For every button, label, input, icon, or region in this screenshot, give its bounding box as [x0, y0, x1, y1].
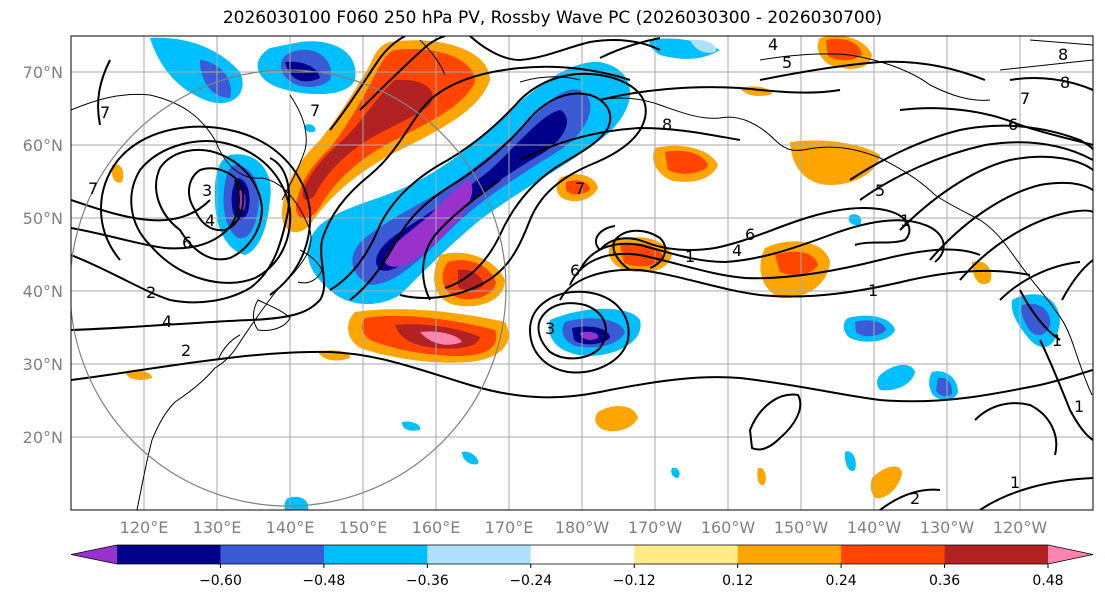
lon-label: 130°E: [193, 518, 242, 537]
colorbar-tick-label: 0.12: [722, 573, 753, 589]
colorbar-tick-label: −0.24: [509, 573, 552, 589]
plot-frame: [70, 35, 1094, 511]
lon-label: 150°E: [339, 518, 388, 537]
coastlines: [71, 39, 1093, 510]
contour-label: 4: [768, 35, 778, 54]
lon-label: 170°W: [628, 518, 683, 537]
lon-label: 120°E: [120, 518, 169, 537]
colorbar-tick-label: −0.36: [406, 573, 449, 589]
negative-pv-anomalies: [150, 37, 1060, 510]
contour-label: 2: [146, 283, 156, 302]
longitude-labels: 120°E 130°E 140°E 150°E 160°E 170°E 180°…: [120, 518, 1048, 537]
contour-label: 6: [745, 225, 755, 244]
lon-label: 180°W: [555, 518, 610, 537]
colorbar-segment: [944, 545, 1049, 564]
colorbar-segment: [427, 545, 532, 564]
colorbar-segment: [323, 545, 428, 564]
lon-label: 140°W: [847, 518, 902, 537]
contour-label: 7: [88, 179, 98, 198]
lon-label: 160°E: [412, 518, 461, 537]
rossby-wave-circle: [71, 69, 507, 507]
contour-label: 6: [182, 233, 192, 252]
colorbar-tick-label: 0.48: [1032, 573, 1063, 589]
lat-label: 20°N: [23, 428, 63, 447]
contour-label: 3: [545, 319, 555, 338]
lat-label: 70°N: [23, 63, 63, 82]
contour-label: 1: [685, 247, 695, 266]
contour-label: 1: [900, 211, 910, 230]
colorbar-segment: [634, 545, 739, 564]
colorbar-outline: [70, 544, 1094, 565]
contour-label: 4: [205, 211, 215, 230]
contour-label: 7: [575, 179, 585, 198]
contour-label: 7: [100, 103, 110, 122]
colorbar-tick-label: 0.24: [826, 573, 857, 589]
lon-label: 140°E: [266, 518, 315, 537]
colorbar-segment: [220, 545, 325, 564]
colorbar-tick-label: 0.36: [929, 573, 960, 589]
lat-label: 50°N: [23, 209, 63, 228]
contour-label-group: 7 7 7 7 3 4 6 2 4 2 5 6 8 8 8 7 6 4 3 1 …: [88, 35, 1084, 508]
colorbar-extend-low: [71, 545, 117, 564]
contour-label: 4: [732, 241, 742, 260]
contour-label: 4: [162, 312, 172, 331]
contour-label: 5: [875, 181, 885, 200]
contour-label: 5: [782, 53, 792, 72]
lon-label: 120°W: [993, 518, 1048, 537]
colorbar-segment: [737, 545, 842, 564]
graticule: [71, 36, 1093, 510]
colorbar: −0.60 −0.48 −0.36 −0.24 −0.12 0.12 0.24 0.36 0.4…: [70, 544, 1094, 589]
lat-label: 40°N: [23, 282, 63, 301]
contour-label: 7: [310, 101, 320, 120]
contour-label: 3: [202, 181, 212, 200]
contour-label: 1: [1010, 473, 1020, 492]
lon-label: 150°W: [774, 518, 829, 537]
contour-label: 1: [1052, 331, 1062, 350]
colorbar-tick-label: −0.60: [199, 573, 242, 589]
contour-label: 2: [181, 341, 191, 360]
colorbar-segment: [841, 545, 946, 564]
positive-pv-anomalies: [111, 36, 992, 499]
lat-label: 30°N: [23, 355, 63, 374]
colorbar-extend-high: [1048, 545, 1093, 564]
contour-label: 1: [868, 281, 878, 300]
contour-label: 1: [1074, 397, 1084, 416]
contour-label: 6: [570, 261, 580, 280]
contour-label: 7: [1020, 89, 1030, 108]
contour-label: 2: [910, 489, 920, 508]
contour-label: 8: [1060, 73, 1070, 92]
map-title: 2026030100 F060 250 hPa PV, Rossby Wave …: [222, 8, 883, 28]
colorbar-tick-label: −0.48: [302, 573, 345, 589]
lon-label: 170°E: [485, 518, 534, 537]
contour-label: 8: [662, 115, 672, 134]
colorbar-segment: [530, 545, 635, 564]
colorbar-segment: [117, 545, 221, 564]
pv-contours: [71, 36, 1093, 510]
lat-label: 60°N: [23, 136, 63, 155]
latitude-labels: 70°N 60°N 50°N 40°N 30°N 20°N: [23, 63, 63, 447]
lon-label: 160°W: [701, 518, 756, 537]
contour-label: 6: [1008, 115, 1018, 134]
contour-label: 8: [1058, 45, 1068, 64]
colorbar-tick-label: −0.12: [613, 573, 656, 589]
lon-label: 130°W: [920, 518, 975, 537]
